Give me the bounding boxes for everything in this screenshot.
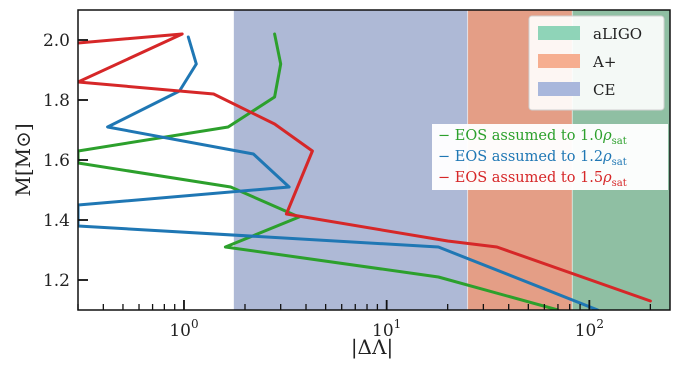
eos-annotation-box: − EOS assumed to 1.0ρsat− EOS assumed to…: [432, 124, 668, 190]
legend-label: aLIGO: [593, 25, 642, 43]
y-tick-label: 2.0: [43, 31, 70, 51]
legend-swatch: [538, 82, 580, 96]
y-tick-label: 1.8: [43, 91, 70, 111]
y-tick-label: 1.6: [43, 151, 70, 171]
x-tick-label: 102: [575, 317, 604, 341]
legend-label: CE: [593, 81, 615, 99]
y-axis-ticks: 1.2 1.4 1.6 1.8 2.0: [43, 31, 88, 291]
x-tick-label: 100: [169, 317, 198, 341]
x-axis-label: |ΔΛ|: [351, 335, 393, 360]
y-axis-label: M[M⊙]: [11, 123, 35, 196]
y-tick-label: 1.4: [43, 211, 70, 231]
y-tick-label: 1.2: [43, 271, 70, 291]
legend: aLIGO A+ CE: [529, 16, 664, 110]
legend-swatch: [538, 26, 580, 40]
legend-label: A+: [592, 53, 616, 71]
legend-swatch: [538, 54, 580, 68]
